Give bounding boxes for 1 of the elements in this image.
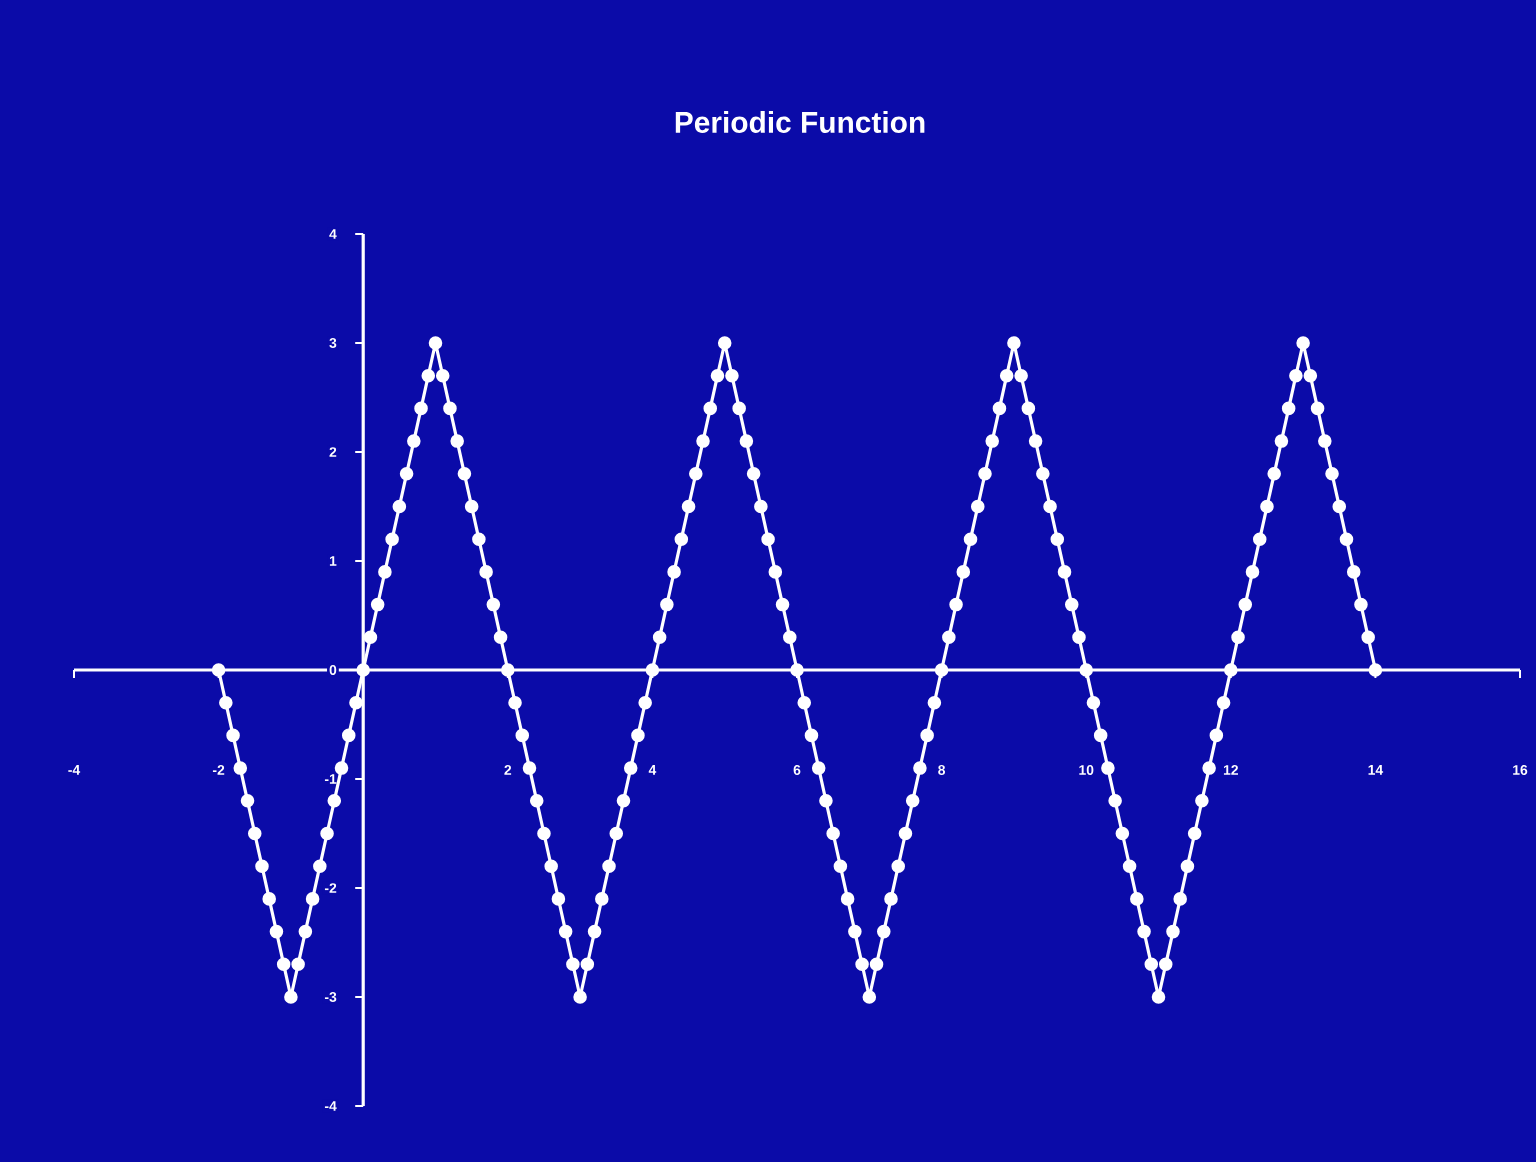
chart-title: Periodic Function <box>675 111 925 133</box>
